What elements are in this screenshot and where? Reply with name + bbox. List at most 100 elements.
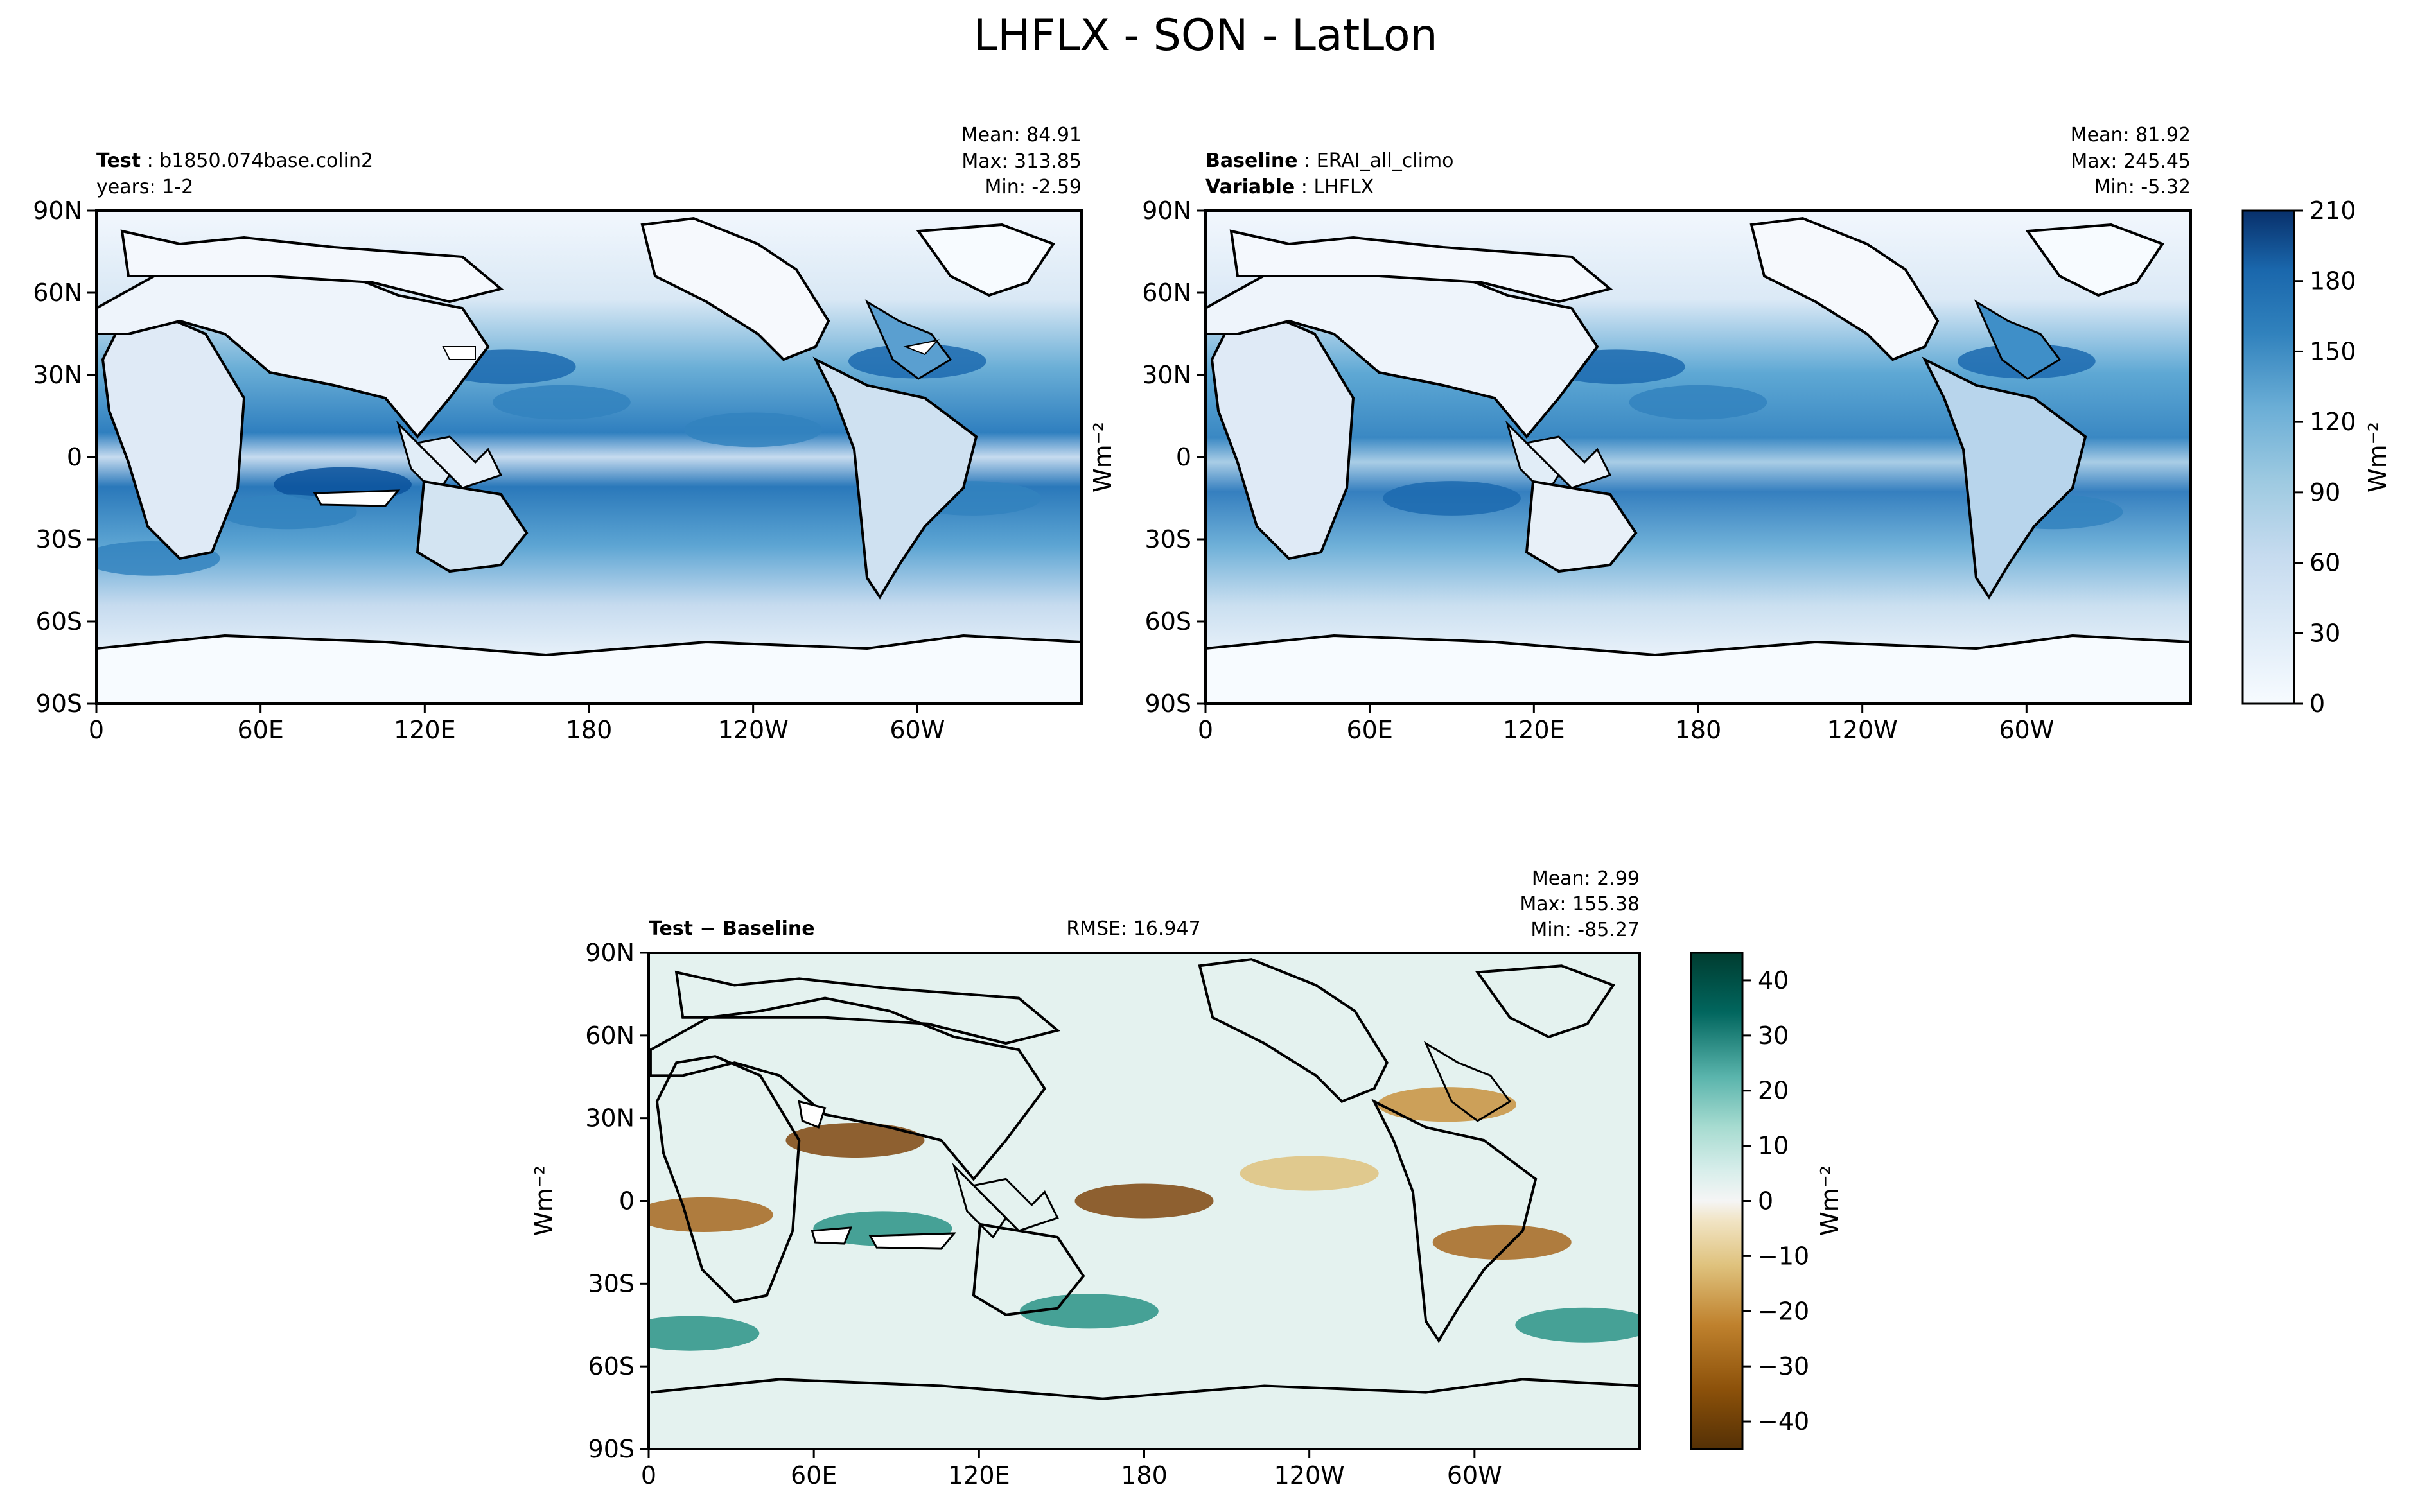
diff-ytick-label: 60S	[588, 1352, 635, 1380]
colorbar-blue-tick-label: 150	[2310, 337, 2356, 365]
diff-label: Test − Baseline	[649, 917, 815, 940]
baseline-variable: Variable : LHFLX	[1206, 176, 1374, 198]
test-stat-mean: Mean: 84.91	[961, 124, 1082, 146]
baseline-map	[1206, 211, 2191, 704]
colorbar-diverging-tick-label: 30	[1758, 1021, 1789, 1050]
colorbar-blue-tick-label: 0	[2310, 690, 2325, 718]
baseline-field-feature	[1383, 481, 1521, 516]
baseline-xtick-label: 60E	[1346, 716, 1392, 744]
diff-xtick-label: 60E	[791, 1461, 837, 1490]
diff-stat-max: Max: 155.38	[1520, 893, 1640, 916]
colorbar-diverging-tick-label: −40	[1758, 1407, 1809, 1436]
colorbar-diverging-tick-label: −10	[1758, 1242, 1809, 1270]
baseline-variable-name: LHFLX	[1313, 176, 1374, 198]
diff-xtick-label: 60W	[1447, 1461, 1502, 1490]
test-ytick-label: 30N	[33, 361, 82, 389]
diff-ytick-label: 90S	[588, 1435, 635, 1463]
diff-field-feature	[1432, 1224, 1572, 1260]
diff-field-feature	[1377, 1087, 1516, 1122]
colorbar-diverging-tick-label: 10	[1758, 1132, 1789, 1160]
colorbar-blue-tick-label: 30	[2310, 619, 2340, 647]
diff-field-feature	[1019, 1294, 1159, 1329]
diff-field-feature	[649, 1316, 760, 1351]
colorbar-blue-tick-label: 120	[2310, 408, 2356, 436]
colorbar-blue-label: Wm⁻²	[2363, 422, 2392, 492]
baseline-xtick-label: 180	[1675, 716, 1722, 744]
diff-field-feature	[785, 1122, 925, 1158]
diff-field-features	[649, 1087, 1640, 1351]
test-ytick-label: 60S	[36, 607, 82, 636]
baseline-field-feature	[1629, 385, 1767, 420]
test-xtick-label: 60E	[237, 716, 283, 744]
baseline-axes: 0 60E 120E 180 120W 60W 90S 60S 30S 0 30N 60N 90N	[1142, 196, 2054, 744]
test-years: years: 1-2	[96, 176, 193, 198]
diff-xtick-label: 180	[1121, 1461, 1168, 1490]
test-axes: 0 60E 120E 180 120W 60W 90S 60S 30S 0 30N 60N 90N	[33, 196, 945, 744]
colorbar-diverging-tick-label: 40	[1758, 966, 1789, 995]
diff-field-feature	[1074, 1183, 1214, 1219]
diff-axes: 0 60E 120E 180 120W 60W 90S 60S 30S 0 30N 60N 90N	[585, 939, 1502, 1490]
test-panel: Test : b1850.074base.colin2 years: 1-2 M…	[33, 124, 1083, 744]
test-ytick-label: 30S	[36, 525, 82, 553]
colorbar-blue-ticks: 0 30 60 90 120 150 180 210	[2294, 196, 2356, 718]
test-xtick-label: 180	[566, 716, 613, 744]
colorbar-diverging-tick-label: −30	[1758, 1352, 1809, 1380]
baseline-ytick-label: 0	[1176, 443, 1191, 471]
test-stat-min: Min: -2.59	[985, 176, 1082, 198]
diff-ytick-label: 60N	[585, 1021, 635, 1050]
baseline-ytick-label: 30N	[1142, 361, 1191, 389]
colorbar-blue-tick-label: 90	[2310, 478, 2340, 507]
diff-ytick-label: 30S	[588, 1269, 635, 1298]
diff-field-feature	[1515, 1307, 1640, 1343]
diff-coastlines	[649, 958, 1640, 1400]
colorbar-blue	[2241, 209, 2295, 705]
baseline-panel: Baseline : ERAI_all_climo Variable : LHF…	[1142, 124, 2392, 744]
baseline-stat-max: Max: 245.45	[2071, 150, 2191, 173]
test-ytick-label: 60N	[33, 279, 82, 307]
diff-xtick-label: 0	[641, 1461, 656, 1490]
test-xtick-label: 0	[89, 716, 104, 744]
baseline-label: Baseline : ERAI_all_climo	[1206, 150, 1454, 172]
baseline-xtick-label: 120W	[1827, 716, 1898, 744]
colorbar-diverging-ticks: −40 −30 −20 −10 0 10 20 30 40	[1742, 966, 1809, 1436]
diff-ytick-label: 30N	[585, 1104, 635, 1133]
test-ylabel: Wm⁻²	[1089, 422, 1117, 492]
test-field-feature	[684, 412, 823, 448]
test-xtick-label: 120E	[394, 716, 456, 744]
colorbar-diverging-tick-label: −20	[1758, 1297, 1809, 1325]
diff-ytick-label: 0	[619, 1187, 635, 1215]
test-coastlines	[96, 216, 1082, 704]
diff-panel: Test − Baseline RMSE: 16.947 Mean: 2.99 …	[530, 867, 1844, 1490]
colorbar-diverging	[1690, 952, 1744, 1450]
figure-title: LHFLX - SON - LatLon	[973, 10, 1437, 61]
diff-field-feature	[649, 1197, 773, 1233]
diff-rmse: RMSE: 16.947	[1066, 917, 1200, 940]
baseline-xtick-label: 60W	[1999, 716, 2054, 744]
test-ytick-label: 90S	[36, 690, 82, 718]
baseline-ytick-label: 60N	[1142, 279, 1191, 307]
baseline-stat-min: Min: -5.32	[2094, 176, 2191, 198]
diff-field-feature	[1240, 1156, 1379, 1191]
test-stat-max: Max: 313.85	[961, 150, 1082, 173]
diff-stat-mean: Mean: 2.99	[1532, 867, 1640, 890]
colorbar-diverging-tick-label: 20	[1758, 1077, 1789, 1105]
test-map	[96, 211, 1082, 704]
baseline-xtick-label: 120E	[1503, 716, 1565, 744]
diff-xtick-label: 120E	[948, 1461, 1010, 1490]
baseline-ytick-label: 90S	[1145, 690, 1191, 718]
diff-ytick-label: 90N	[585, 939, 635, 967]
baseline-variable-bold: Variable	[1206, 176, 1295, 198]
colorbar-blue-tick-label: 180	[2310, 267, 2356, 295]
test-xtick-label: 120W	[718, 716, 789, 744]
test-ytick-label: 0	[67, 443, 82, 471]
test-case-name: b1850.074base.colin2	[159, 150, 373, 172]
test-ytick-label: 90N	[33, 196, 82, 225]
baseline-coastlines	[1206, 216, 2191, 704]
diff-stat-min: Min: -85.27	[1530, 919, 1640, 941]
colorbar-blue-tick-label: 60	[2310, 549, 2340, 577]
baseline-ytick-label: 30S	[1145, 525, 1191, 553]
baseline-case-name: ERAI_all_climo	[1317, 150, 1454, 172]
colorbar-diverging-tick-label: 0	[1758, 1187, 1773, 1215]
baseline-ytick-label: 60S	[1145, 607, 1191, 636]
